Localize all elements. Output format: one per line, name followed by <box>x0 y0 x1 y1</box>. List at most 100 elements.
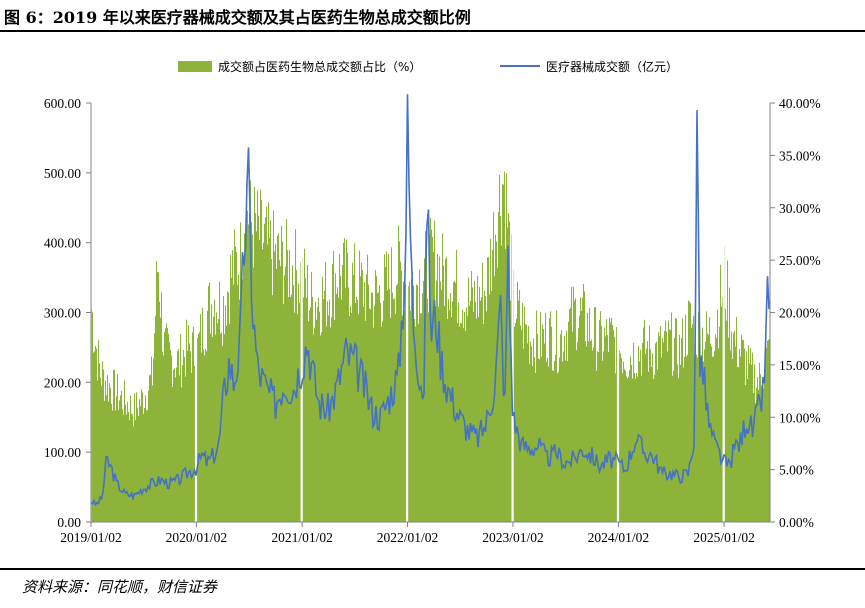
bar <box>608 352 610 522</box>
bar <box>151 356 153 522</box>
bar <box>562 361 564 522</box>
bar <box>187 350 189 522</box>
bar <box>411 278 413 522</box>
left-tick-label: 400.00 <box>44 236 81 251</box>
bar <box>449 310 451 522</box>
bar <box>749 363 751 522</box>
bar <box>659 336 661 522</box>
bar <box>630 356 632 522</box>
bar <box>217 323 219 522</box>
bar <box>390 318 392 522</box>
bar <box>405 284 407 522</box>
bar <box>154 333 156 522</box>
bar <box>306 298 308 522</box>
bar <box>293 285 295 522</box>
x-tick-label: 2019/01/02 <box>60 530 122 545</box>
bar <box>575 298 577 522</box>
bar <box>243 256 245 522</box>
bar <box>668 320 670 522</box>
bar <box>377 293 379 522</box>
x-tick-label: 2023/01/02 <box>482 530 544 545</box>
bar <box>427 298 429 522</box>
bar <box>165 328 167 522</box>
bar <box>675 318 677 522</box>
bar <box>159 301 161 522</box>
bar <box>690 303 692 522</box>
bar <box>758 390 760 522</box>
bar <box>279 260 281 522</box>
bar <box>104 400 106 522</box>
bar <box>167 327 169 522</box>
bar <box>391 247 393 523</box>
bar <box>503 184 505 523</box>
bar <box>229 323 231 522</box>
bar <box>241 287 243 522</box>
bar <box>542 324 544 522</box>
bar <box>606 319 608 522</box>
bar <box>576 350 578 522</box>
bar <box>657 369 659 522</box>
bar <box>597 351 599 522</box>
bar <box>98 340 100 522</box>
bar <box>247 210 249 522</box>
bar <box>393 299 395 522</box>
bar <box>541 357 543 522</box>
bar <box>583 284 585 522</box>
title-rule <box>0 30 865 32</box>
bar <box>413 285 415 522</box>
bar <box>148 390 150 522</box>
bar <box>341 299 343 522</box>
legend: 成交额占医药生物总成交额占比（%） 医疗器械成交额（亿元） <box>178 59 678 74</box>
bar <box>682 318 684 522</box>
bar <box>522 303 524 522</box>
bar <box>653 379 655 522</box>
bar <box>185 376 187 522</box>
bar <box>652 353 654 522</box>
bar <box>713 356 715 522</box>
bar <box>754 364 756 522</box>
bar <box>114 369 116 522</box>
bar <box>644 319 646 522</box>
bar <box>256 231 258 522</box>
bar <box>299 302 301 522</box>
bar <box>729 287 731 522</box>
bar <box>763 388 765 522</box>
bar <box>236 252 238 522</box>
bar <box>584 291 586 522</box>
bar <box>568 321 570 522</box>
bar <box>287 250 289 522</box>
bar <box>550 311 552 522</box>
bar <box>669 329 671 522</box>
bar <box>179 375 181 522</box>
bar <box>298 283 300 522</box>
bar <box>670 330 672 522</box>
bar <box>463 328 465 522</box>
bar <box>601 325 603 522</box>
bar <box>533 338 535 522</box>
bar <box>237 284 239 522</box>
bar <box>231 277 233 522</box>
bar <box>364 282 366 522</box>
right-tick-label: 10.00% <box>779 410 821 425</box>
bar <box>399 241 401 522</box>
bar <box>691 327 693 522</box>
bar <box>333 251 335 522</box>
bar <box>125 404 127 522</box>
bar <box>332 264 334 522</box>
bar <box>239 299 241 522</box>
bar <box>487 257 489 522</box>
bar <box>454 280 456 522</box>
bar <box>419 269 421 522</box>
bar <box>444 306 446 522</box>
year-gap <box>722 103 725 522</box>
bar <box>672 375 674 522</box>
left-tick-label: 500.00 <box>44 166 81 181</box>
bar <box>732 358 734 522</box>
bar <box>721 306 723 522</box>
bar <box>712 356 714 522</box>
bar <box>118 409 120 522</box>
right-tick-label: 30.00% <box>779 201 821 216</box>
bar <box>386 251 388 522</box>
bar <box>491 291 493 522</box>
bar <box>224 334 226 522</box>
